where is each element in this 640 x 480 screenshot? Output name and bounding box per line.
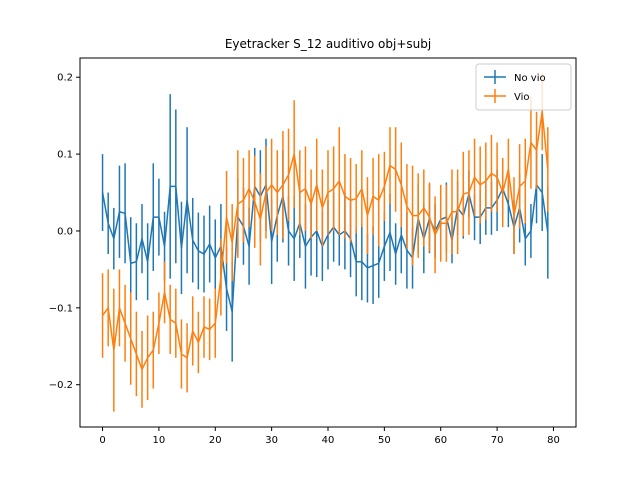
series-line: [101, 184, 549, 313]
legend-label: Vio: [514, 92, 530, 103]
y-tick-label: −0.2: [49, 380, 73, 391]
y-tick-label: −0.1: [49, 303, 73, 314]
y-tick-label: 0.0: [57, 226, 73, 237]
legend-box: [475, 63, 572, 111]
series-line: [101, 111, 549, 371]
x-tick-label: 30: [265, 435, 278, 446]
legend-label: No vio: [514, 73, 546, 84]
x-tick-label: 70: [491, 435, 504, 446]
series-vio: [101, 73, 549, 412]
y-axis: −0.2 −0.1 0.0 0.1 0.2: [49, 73, 80, 391]
x-tick-label: 80: [547, 435, 560, 446]
x-tick-label: 10: [153, 435, 166, 446]
x-tick-label: 0: [99, 435, 105, 446]
x-tick-label: 50: [378, 435, 391, 446]
legend: No vio Vio: [475, 63, 572, 111]
x-axis: 0 10 20 30 40 50 60 70 80: [99, 427, 560, 446]
chart-title: Eyetracker S_12 auditivo obj+subj: [225, 37, 431, 51]
y-tick-label: 0.1: [57, 150, 73, 161]
y-tick-label: 0.2: [57, 73, 73, 84]
x-tick-label: 20: [209, 435, 222, 446]
x-tick-label: 40: [322, 435, 335, 446]
x-tick-label: 60: [434, 435, 447, 446]
series-layer: [101, 73, 549, 412]
